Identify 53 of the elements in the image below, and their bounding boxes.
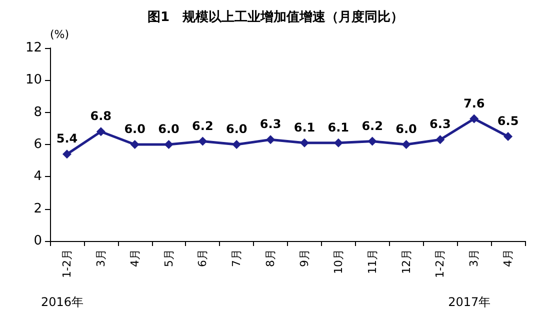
text: 6.8: [90, 109, 112, 124]
text: 6.5: [497, 114, 519, 128]
text: 6.3: [260, 117, 282, 132]
point: [96, 127, 106, 136]
point: [300, 138, 309, 148]
x-tick-label: 3月: [468, 249, 481, 267]
x-tick-label: 8月: [264, 249, 278, 267]
y-tick-label: 8: [34, 104, 42, 120]
y-tick-label: 10: [25, 72, 42, 88]
y-axis-title: (%): [50, 28, 70, 41]
x-tick-label: 9月: [298, 249, 311, 267]
text: 6.0: [396, 122, 417, 136]
x-tick-label: 11月: [366, 249, 379, 274]
x-tick-label: 7月: [230, 249, 244, 267]
text: 6.2: [362, 118, 383, 133]
text: 6.0: [124, 122, 146, 136]
y-tick-label: 6: [34, 137, 42, 152]
y-tick-label: 0: [34, 234, 42, 248]
x-tick-label: 4月: [128, 249, 142, 267]
point: [164, 140, 174, 149]
text: 6.3: [430, 117, 451, 132]
x-tick-label: 1-2月: [60, 249, 74, 278]
y-tick-label: 2: [34, 201, 42, 216]
x-tick-label: 1-2月: [434, 249, 447, 278]
x-tick-label: 5月: [162, 249, 176, 267]
text: 5.4: [56, 132, 78, 146]
x-tick-label: 6月: [196, 249, 210, 267]
point: [402, 140, 411, 149]
point: [368, 136, 377, 146]
text: 7.6: [463, 96, 485, 110]
point: [130, 140, 140, 149]
point: [504, 132, 513, 141]
y-tick-label: 12: [25, 40, 42, 56]
text: 6.1: [328, 120, 350, 134]
x-tick-label: 12月: [400, 249, 413, 274]
text: 6.1: [294, 120, 316, 134]
point: [198, 136, 208, 146]
text: 2016年: [40, 295, 84, 309]
x-tick-label: 4月: [502, 249, 515, 267]
text: 6.0: [158, 122, 180, 136]
x-tick-label: 10月: [332, 249, 345, 274]
point: [62, 150, 72, 159]
point: [232, 140, 242, 149]
text: 2017年: [448, 295, 491, 309]
text: 6.0: [226, 122, 248, 136]
x-tick-label: 3月: [94, 249, 108, 267]
point: [266, 135, 276, 144]
y-tick-label: 4: [34, 169, 42, 184]
chart-title: 图1 规模以上工业增加值增速（月度同比）: [147, 9, 404, 25]
point: [334, 138, 343, 148]
point: [470, 114, 479, 124]
point: [436, 135, 445, 144]
text: 6.2: [192, 118, 214, 133]
